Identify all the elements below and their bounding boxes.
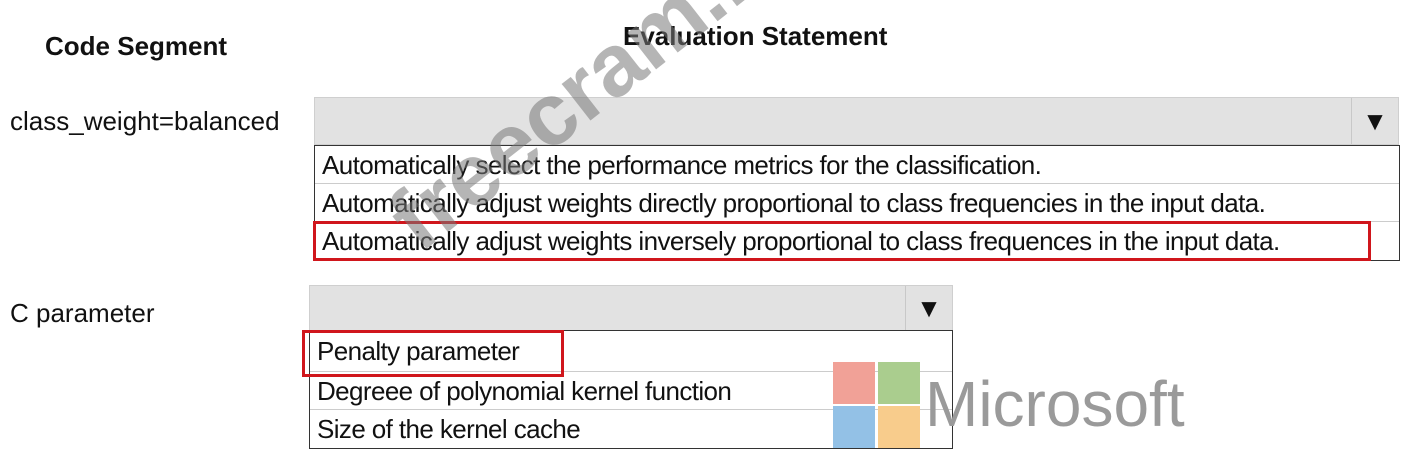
triangle-down-icon[interactable]: ▼: [905, 286, 952, 330]
logo-red-square: [833, 362, 875, 404]
selected-answer-highlight: [313, 221, 1371, 261]
evaluation-statement-header: Evaluation Statement: [623, 21, 888, 51]
logo-text: Microsoft: [925, 368, 1185, 440]
logo-yellow-square: [878, 406, 920, 448]
code-segment-header: Code Segment: [45, 31, 228, 61]
dropdown-option[interactable]: Automatically adjust weights inversely p…: [322, 226, 1280, 256]
dropdown-option[interactable]: Automatically adjust weights directly pr…: [315, 184, 1399, 222]
dropdown-option[interactable]: Penalty parameter: [310, 331, 952, 372]
class-weight-options: Automatically select the performance met…: [314, 145, 1400, 261]
dropdown-option[interactable]: Automatically select the performance met…: [315, 146, 1399, 184]
c-parameter-dropdown[interactable]: ▼: [309, 285, 953, 331]
triangle-down-icon[interactable]: ▼: [1351, 98, 1398, 144]
dropdown-option[interactable]: Size of the kernel cache: [317, 414, 581, 444]
c-parameter-label: C parameter: [10, 298, 155, 328]
selected-answer-highlight: [302, 330, 564, 377]
logo-green-square: [878, 362, 920, 404]
class-weight-dropdown[interactable]: ▼: [314, 97, 1399, 145]
class-weight-label: class_weight=balanced: [10, 106, 280, 136]
logo-blue-square: [833, 406, 875, 448]
dropdown-option[interactable]: Degreee of polynomial kernel function: [310, 372, 952, 410]
